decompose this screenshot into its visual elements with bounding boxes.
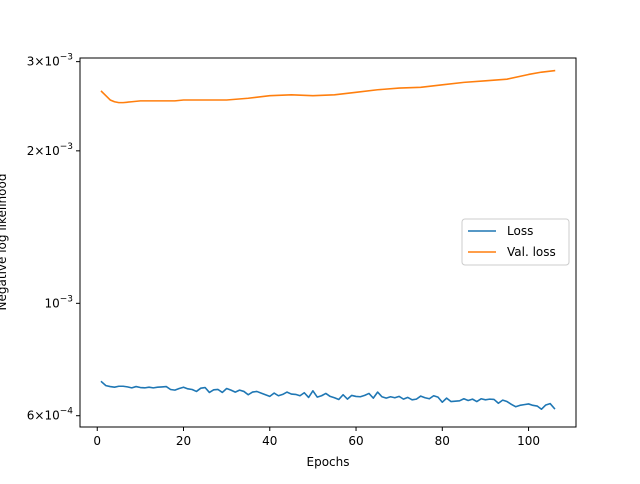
x-tick-label: 20 — [176, 434, 191, 448]
x-axis-label: Epochs — [307, 455, 350, 469]
axes-frame — [79, 57, 577, 428]
x-tick-label: 80 — [435, 434, 450, 448]
legend: Loss Val. loss — [461, 218, 570, 266]
y-tick-label: 6×10−4 — [27, 407, 74, 423]
y-tick-label: 3×10−3 — [27, 53, 73, 69]
x-axis-ticks: 0 20 40 60 80 100 — [93, 427, 540, 448]
x-tick-label: 60 — [348, 434, 363, 448]
series-line-loss — [100, 380, 556, 411]
y-tick-label: 2×10−3 — [27, 142, 73, 158]
y-axis-ticks: 6×10−4 10−3 2×10−3 3×10−3 — [27, 53, 80, 423]
plot-area — [100, 69, 556, 411]
x-tick-label: 100 — [517, 434, 540, 448]
legend-entry-label: Val. loss — [507, 245, 556, 259]
series-line-val-loss — [100, 69, 556, 104]
x-tick-label: 0 — [93, 434, 101, 448]
y-tick-label: 10−3 — [44, 294, 73, 310]
x-tick-label: 40 — [262, 434, 277, 448]
y-axis-label: Negative log likelihood — [0, 174, 9, 311]
legend-entry-label: Loss — [507, 224, 533, 238]
